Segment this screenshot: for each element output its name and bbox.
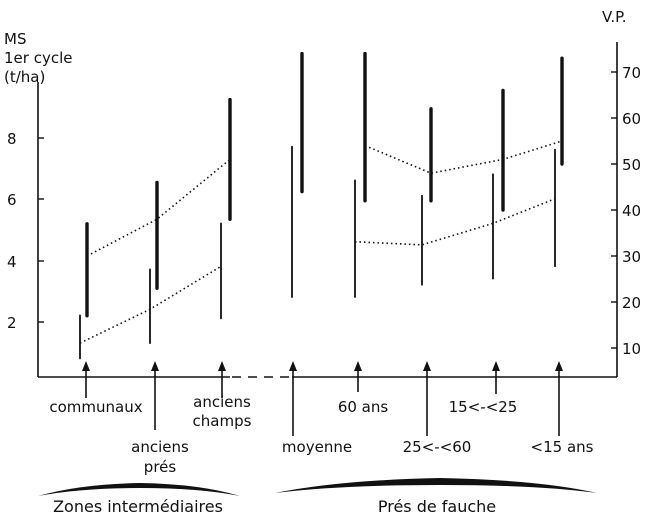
- svg-text:6: 6: [7, 191, 17, 209]
- marks-layer: [79, 51, 564, 360]
- group-brace-pres: [275, 478, 597, 493]
- label-25-60: 25<-<60: [403, 438, 472, 456]
- group-label-zones: Zones intermédiaires: [53, 497, 223, 516]
- label-anciens-champs-line-2: champs: [193, 412, 252, 430]
- svg-text:4: 4: [7, 253, 17, 271]
- svg-text:8: 8: [7, 130, 17, 148]
- label-15-25: 15<-<25: [449, 398, 518, 416]
- svg-text:2: 2: [7, 314, 17, 332]
- left-tick-6: 6: [7, 191, 44, 209]
- label-moyenne: moyenne: [282, 438, 352, 456]
- label-anciens-pres-line-2: prés: [144, 458, 177, 476]
- group-brace-zones: [38, 483, 240, 496]
- svg-text:10: 10: [622, 340, 641, 358]
- right-tick-60: 60: [611, 110, 641, 128]
- right-tick-50: 50: [611, 156, 641, 174]
- svg-text:60: 60: [622, 110, 641, 128]
- arrow-lt15: [555, 361, 563, 436]
- group-label-pres: Prés de fauche: [378, 497, 496, 516]
- arrow-anciens-champs: [218, 361, 226, 398]
- right-axis-title: V.P.: [602, 8, 627, 26]
- left-tick-2: 2: [7, 314, 44, 332]
- svg-text:40: 40: [622, 202, 641, 220]
- right-tick-40: 40: [611, 202, 641, 220]
- left-tick-8: 8: [7, 130, 44, 148]
- left-axis-title-line-2: 1er cycle: [4, 49, 72, 67]
- right-trend-line-2: [364, 140, 563, 175]
- arrow-moyenne: [289, 361, 297, 436]
- label-lt15: <15 ans: [531, 438, 594, 456]
- left-axis-title-line-1: MS: [4, 30, 26, 48]
- svg-text:50: 50: [622, 156, 641, 174]
- right-tick-10: 10: [611, 340, 641, 358]
- svg-text:20: 20: [622, 294, 641, 312]
- right-tick-30: 30: [611, 248, 641, 266]
- label-anciens-champs-line-1: anciens: [193, 393, 251, 411]
- arrow-communaux: [82, 361, 90, 398]
- left-trend-line-1: [79, 265, 222, 344]
- right-tick-20: 20: [611, 294, 641, 312]
- label-60ans: 60 ans: [338, 398, 389, 416]
- position-arrows: [82, 361, 563, 436]
- svg-text:70: 70: [622, 64, 641, 82]
- arrow-15-25: [492, 361, 500, 394]
- label-communaux: communaux: [49, 398, 142, 416]
- right-tick-70: 70: [611, 64, 641, 82]
- arrow-60ans: [354, 361, 362, 392]
- arrow-25-60: [423, 361, 431, 436]
- label-anciens-pres-line-1: anciens: [131, 438, 189, 456]
- left-tick-4: 4: [7, 253, 44, 271]
- left-trend-line-2: [354, 198, 556, 246]
- arrow-anciens-pres: [151, 361, 159, 430]
- left-axis-title-line-3: (t/ha): [4, 68, 45, 86]
- svg-text:30: 30: [622, 248, 641, 266]
